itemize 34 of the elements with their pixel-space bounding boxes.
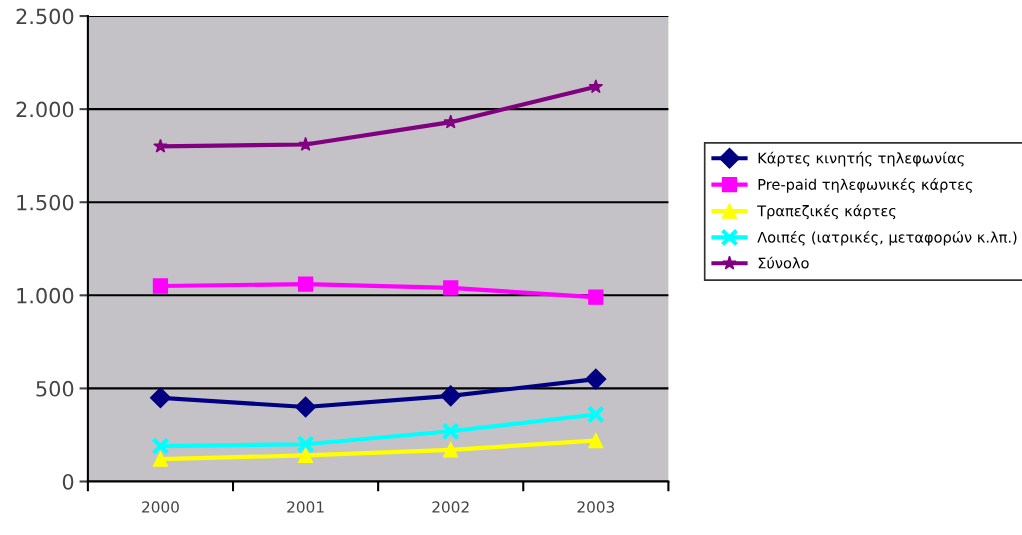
point [441, 422, 460, 441]
point [443, 280, 459, 296]
y-tick-label: 2.500 [16, 8, 74, 25]
x-tick-label: 2000 [142, 501, 179, 513]
legend-label: Pre-paid τηλεφωνικές κάρτες [758, 178, 973, 193]
point [440, 385, 462, 407]
point [149, 387, 171, 409]
point [152, 451, 169, 467]
point [588, 289, 604, 305]
point [297, 276, 314, 292]
y-tick-label: 0 [62, 473, 74, 490]
point [152, 278, 169, 294]
point [153, 138, 168, 153]
point [585, 368, 607, 390]
point [443, 442, 459, 458]
x-tick-label: 2001 [287, 501, 324, 513]
point [586, 405, 605, 424]
point [588, 79, 604, 94]
point [298, 136, 313, 151]
legend-label: Κάρτες κινητής τηλεφωνίας [758, 151, 964, 167]
y-tick-label: 2.000 [16, 101, 74, 118]
point [297, 447, 314, 464]
x-tick-label: 2003 [577, 501, 615, 513]
point [295, 396, 317, 418]
legend-label: Λοιπές (ιατρικές, μεταφορών κ.λπ.) [757, 230, 1017, 246]
point [588, 432, 604, 449]
point [296, 435, 315, 454]
x-tick-label: 2002 [432, 501, 469, 513]
y-tick-label: 1.500 [17, 194, 74, 211]
y-tick-label: 1.000 [17, 287, 74, 304]
legend-label: Σύνολο [758, 256, 809, 269]
point [151, 437, 170, 456]
y-tick-label: 500 [36, 380, 74, 397]
legend-label: Τραπεζικές κάρτες [757, 204, 896, 220]
